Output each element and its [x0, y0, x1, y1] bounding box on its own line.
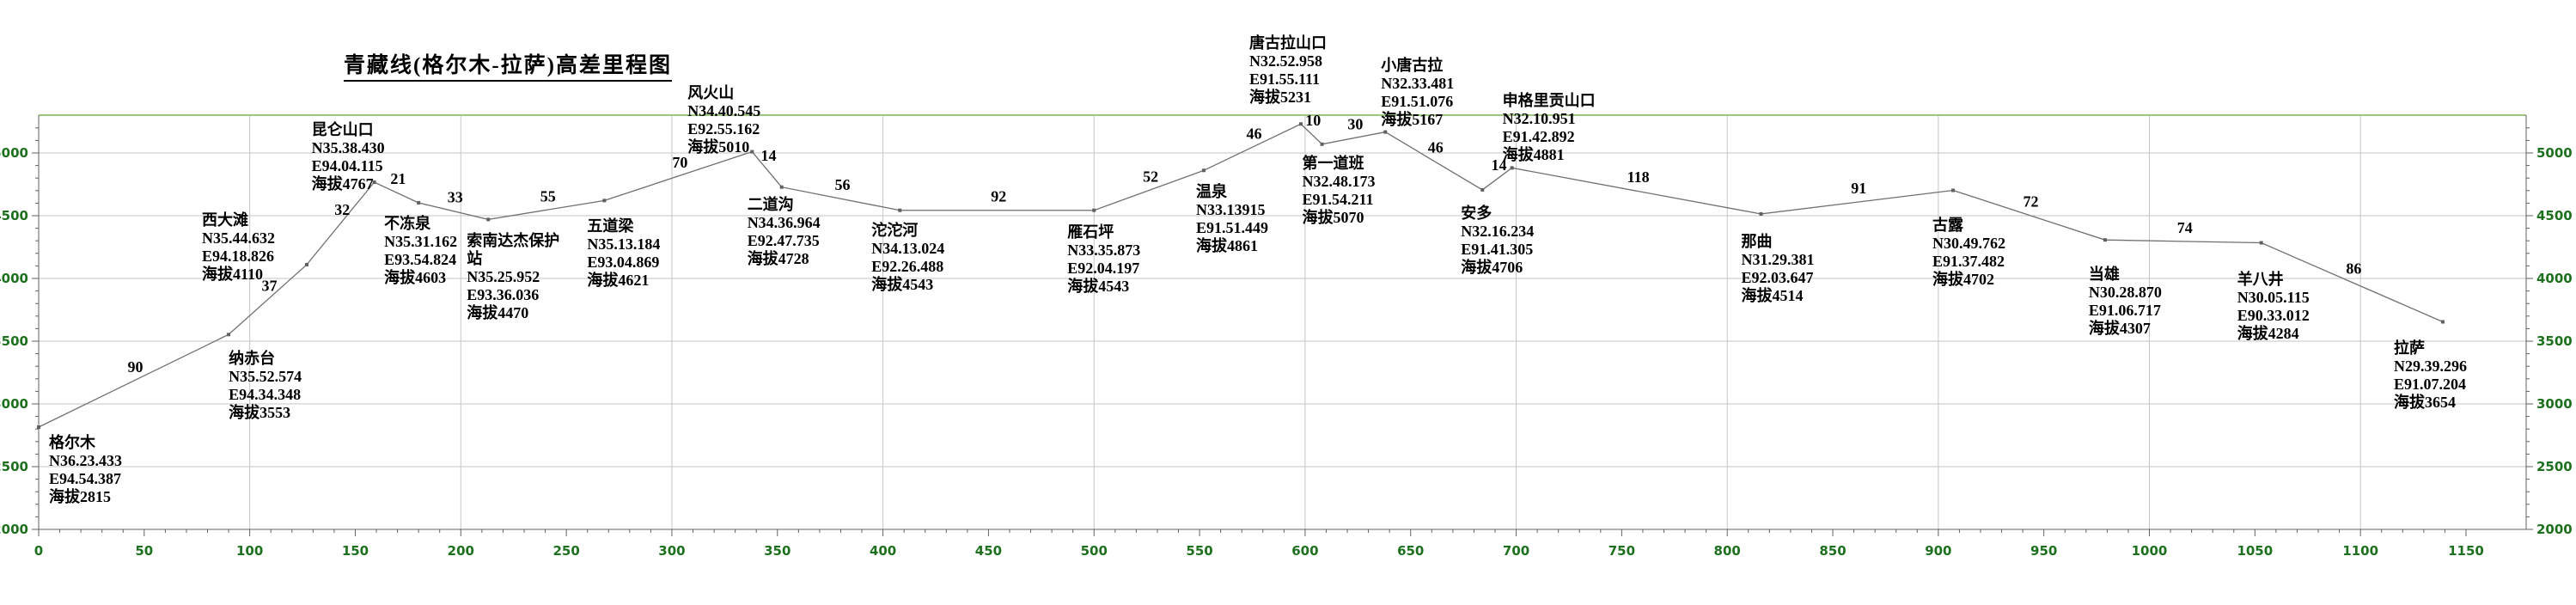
- distance-label: 55: [540, 187, 556, 205]
- y-tick-label-right: 4000: [2536, 271, 2573, 286]
- y-tick-label-right: 2500: [2536, 459, 2573, 474]
- distance-label: 33: [448, 189, 463, 206]
- data-point: [2259, 241, 2263, 245]
- data-point: [750, 150, 754, 154]
- data-point: [1510, 166, 1514, 170]
- x-tick-label: 400: [870, 543, 896, 559]
- y-tick-label-left: 3000: [0, 396, 28, 412]
- distance-label: 90: [128, 358, 143, 376]
- y-tick-label-left: 5000: [0, 145, 28, 161]
- y-tick-label-left: 2000: [0, 522, 28, 537]
- x-tick-label: 650: [1397, 543, 1424, 559]
- x-tick-label: 450: [975, 543, 1002, 559]
- distance-label: 14: [1491, 156, 1506, 174]
- y-tick-label-left: 4500: [0, 208, 28, 223]
- x-tick-label: 150: [342, 543, 369, 559]
- distance-label: 118: [1627, 168, 1650, 186]
- data-point: [227, 333, 231, 337]
- x-tick-label: 750: [1608, 543, 1635, 559]
- data-point: [417, 200, 421, 205]
- distance-label: 52: [1143, 168, 1158, 186]
- y-tick-label-left: 3500: [0, 333, 28, 349]
- x-tick-label: 500: [1081, 543, 1108, 559]
- distance-label: 70: [672, 154, 687, 171]
- y-tick-label-left: 4000: [0, 271, 28, 286]
- x-tick-label: 50: [135, 543, 153, 559]
- data-point: [1759, 211, 1763, 216]
- distance-label: 37: [262, 278, 278, 295]
- distance-label: 46: [1246, 125, 1261, 142]
- data-point: [2103, 238, 2107, 242]
- distance-label: 10: [1305, 112, 1321, 129]
- x-tick-label: 100: [236, 543, 263, 559]
- x-tick-label: 350: [764, 543, 791, 559]
- distance-label: 14: [760, 147, 776, 164]
- y-tick-label-right: 3000: [2536, 396, 2573, 412]
- x-tick-label: 600: [1291, 543, 1318, 559]
- data-point: [486, 217, 491, 222]
- x-tick-label: 1100: [2342, 543, 2378, 559]
- distance-label: 74: [2177, 219, 2193, 236]
- data-point: [2440, 320, 2445, 324]
- y-tick-label-right: 2000: [2536, 522, 2573, 537]
- data-point: [1383, 130, 1388, 134]
- x-tick-label: 200: [448, 543, 474, 559]
- y-tick-label-right: 4500: [2536, 208, 2573, 223]
- chart-title: 青藏线(格尔木-拉萨)高差里程图: [344, 48, 672, 82]
- data-point: [37, 425, 40, 430]
- x-tick-label: 900: [1925, 543, 1951, 559]
- x-tick-label: 1150: [2448, 543, 2484, 559]
- x-tick-label: 1000: [2132, 543, 2168, 559]
- distance-label: 92: [991, 188, 1006, 205]
- distance-label: 91: [1851, 180, 1866, 197]
- data-point: [1480, 187, 1485, 192]
- x-tick-label: 800: [1714, 543, 1741, 559]
- y-tick-label-left: 2500: [0, 459, 28, 474]
- data-point: [1298, 122, 1303, 126]
- distance-label: 21: [390, 170, 406, 187]
- x-tick-label: 250: [552, 543, 579, 559]
- data-point: [1201, 168, 1206, 173]
- data-point: [898, 208, 902, 212]
- data-point: [304, 262, 308, 266]
- distance-label: 32: [334, 201, 350, 218]
- x-tick-label: 950: [2030, 543, 2057, 559]
- data-point: [602, 199, 607, 203]
- y-tick-label-right: 3500: [2536, 333, 2573, 349]
- elevation-line: [38, 123, 2444, 428]
- distance-label: 72: [2023, 192, 2038, 210]
- data-point: [779, 185, 784, 189]
- data-point: [1092, 208, 1096, 212]
- data-point: [1951, 188, 1956, 192]
- data-point: [1320, 142, 1324, 146]
- distance-label: 30: [1347, 116, 1363, 133]
- data-point: [372, 180, 376, 185]
- x-tick-label: 850: [1819, 543, 1846, 559]
- x-tick-label: 550: [1186, 543, 1212, 559]
- x-tick-label: 700: [1503, 543, 1529, 559]
- x-tick-label: 1050: [2237, 543, 2273, 559]
- distance-label: 86: [2346, 260, 2361, 278]
- x-tick-label: 300: [658, 543, 685, 559]
- y-tick-label-right: 5000: [2536, 145, 2573, 161]
- distance-label: 56: [834, 176, 850, 193]
- distance-label: 46: [1428, 138, 1444, 156]
- x-tick-label: 0: [34, 543, 43, 559]
